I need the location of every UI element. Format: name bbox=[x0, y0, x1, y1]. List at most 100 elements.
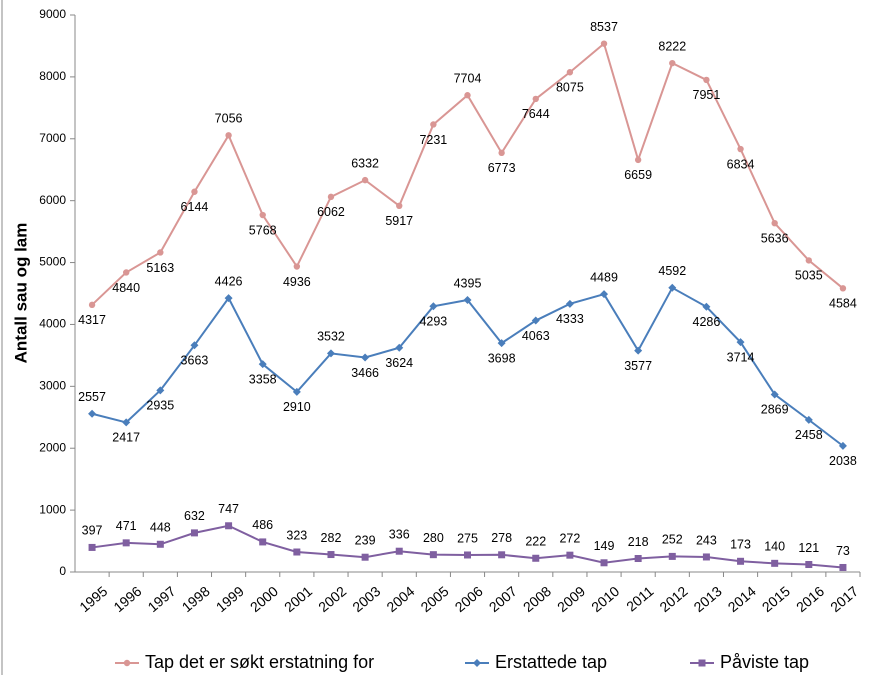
data-label: 3532 bbox=[317, 330, 345, 344]
data-label: 448 bbox=[150, 521, 171, 535]
data-label: 5163 bbox=[146, 261, 174, 275]
point bbox=[565, 299, 574, 308]
point bbox=[225, 522, 233, 530]
y-axis-label: Antall sau og lam bbox=[11, 223, 30, 364]
data-label: 3698 bbox=[488, 351, 516, 365]
point bbox=[122, 269, 130, 276]
data-label: 252 bbox=[662, 533, 683, 547]
data-label: 282 bbox=[321, 531, 342, 545]
data-label: 4489 bbox=[590, 270, 618, 284]
x-tick-label: 1996 bbox=[110, 583, 144, 615]
data-label: 7704 bbox=[454, 72, 482, 86]
point bbox=[634, 555, 642, 563]
point bbox=[361, 553, 369, 561]
point bbox=[805, 561, 813, 569]
x-tick-label: 2000 bbox=[247, 583, 281, 615]
data-label: 3466 bbox=[351, 366, 379, 380]
point bbox=[498, 149, 505, 157]
point bbox=[395, 547, 403, 555]
data-label: 6062 bbox=[317, 205, 345, 219]
point bbox=[122, 418, 131, 427]
y-tick-label: 0 bbox=[59, 564, 66, 578]
point bbox=[259, 211, 266, 219]
point bbox=[156, 386, 165, 395]
data-label: 4840 bbox=[112, 281, 140, 295]
data-label: 7951 bbox=[693, 88, 721, 102]
point bbox=[361, 353, 370, 362]
data-label: 8075 bbox=[556, 81, 584, 95]
x-tick-label: 2005 bbox=[418, 583, 452, 615]
y-tick-label: 8000 bbox=[39, 69, 66, 83]
legend-label: Påviste tap bbox=[720, 652, 809, 672]
data-label: 2038 bbox=[829, 454, 857, 468]
point bbox=[771, 219, 778, 227]
data-label: 7644 bbox=[522, 107, 550, 121]
data-label: 3577 bbox=[624, 359, 652, 373]
point bbox=[122, 539, 130, 547]
x-tick-label: 1997 bbox=[144, 583, 178, 615]
data-label: 632 bbox=[184, 509, 205, 523]
x-tick-label: 2014 bbox=[725, 583, 759, 615]
data-label: 2869 bbox=[761, 403, 789, 417]
data-label: 5636 bbox=[761, 231, 789, 245]
data-label: 4293 bbox=[419, 315, 447, 329]
legend-label: Erstattede tap bbox=[495, 652, 607, 672]
data-label: 397 bbox=[82, 524, 103, 538]
point bbox=[702, 553, 710, 561]
data-label: 2557 bbox=[78, 390, 106, 404]
point bbox=[838, 441, 847, 450]
point bbox=[88, 301, 96, 309]
point bbox=[191, 188, 198, 195]
point bbox=[668, 552, 676, 560]
data-label: 3714 bbox=[727, 350, 755, 364]
point bbox=[88, 543, 96, 551]
x-tick-label: 2017 bbox=[827, 583, 861, 615]
legend-marker bbox=[473, 659, 481, 667]
data-label: 4592 bbox=[658, 264, 686, 278]
point bbox=[600, 40, 608, 47]
data-label: 272 bbox=[559, 531, 580, 545]
data-label: 3624 bbox=[385, 356, 413, 370]
x-tick-label: 1999 bbox=[213, 583, 247, 615]
x-tick-label: 2010 bbox=[588, 583, 622, 615]
point bbox=[430, 121, 437, 128]
point bbox=[771, 559, 779, 567]
point bbox=[361, 176, 369, 184]
x-tick-label: 2004 bbox=[383, 583, 417, 615]
data-label: 149 bbox=[594, 539, 615, 553]
point bbox=[532, 95, 539, 103]
data-label: 8537 bbox=[590, 20, 618, 34]
point bbox=[293, 263, 301, 270]
data-label: 4426 bbox=[215, 274, 243, 288]
point bbox=[804, 415, 813, 424]
point bbox=[225, 132, 232, 139]
data-label: 4936 bbox=[283, 275, 311, 289]
data-label: 6834 bbox=[727, 157, 755, 171]
data-label: 6773 bbox=[488, 161, 516, 175]
point bbox=[805, 257, 813, 264]
point bbox=[839, 285, 847, 292]
x-tick-label: 2012 bbox=[656, 583, 690, 615]
data-label: 275 bbox=[457, 531, 478, 545]
y-tick-label: 3000 bbox=[39, 379, 66, 393]
point bbox=[634, 346, 643, 355]
x-tick-label: 2011 bbox=[623, 583, 657, 615]
point bbox=[566, 551, 574, 559]
data-label: 486 bbox=[252, 518, 273, 532]
data-label: 239 bbox=[355, 534, 376, 548]
data-label: 323 bbox=[286, 528, 307, 542]
point bbox=[532, 554, 540, 562]
data-label: 8222 bbox=[658, 39, 686, 53]
point bbox=[293, 548, 301, 556]
x-tick-label: 2002 bbox=[315, 583, 349, 615]
data-label: 121 bbox=[798, 541, 819, 555]
x-tick-label: 1998 bbox=[179, 583, 213, 615]
point bbox=[702, 302, 711, 311]
y-tick-label: 7000 bbox=[39, 131, 66, 145]
point bbox=[156, 540, 164, 548]
data-label: 7056 bbox=[215, 112, 243, 126]
point bbox=[190, 341, 199, 350]
data-label: 4286 bbox=[693, 315, 721, 329]
data-label: 4333 bbox=[556, 312, 584, 326]
data-label: 280 bbox=[423, 531, 444, 545]
